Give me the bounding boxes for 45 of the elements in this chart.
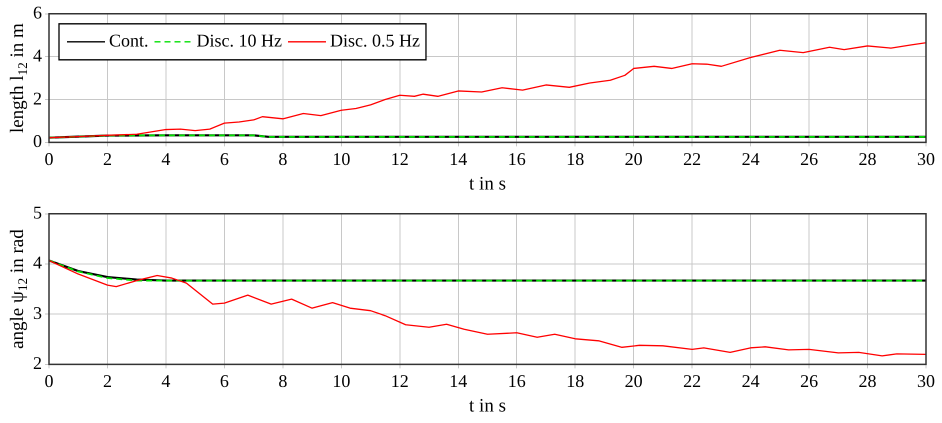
x-tick-label: 4	[161, 370, 170, 391]
x-tick-label: 30	[917, 370, 935, 391]
x-tick-label: 2	[102, 370, 112, 391]
x-tick-label: 14	[449, 370, 468, 391]
x-axis-title: t in s	[469, 395, 506, 416]
x-axis-title: t in s	[469, 173, 506, 194]
x-tick-label: 20	[624, 148, 643, 169]
x-tick-label: 6	[220, 148, 229, 169]
y-tick-label: 4	[33, 45, 42, 66]
x-tick-label: 8	[278, 370, 288, 391]
x-tick-label: 18	[566, 148, 584, 169]
x-tick-label: 16	[508, 148, 526, 169]
x-tick-label: 20	[624, 370, 643, 391]
x-tick-label: 18	[566, 370, 584, 391]
y-axis-title: length l12 in m	[6, 22, 30, 134]
y-tick-label: 2	[33, 88, 42, 108]
y-tick-label: 5	[33, 202, 42, 223]
x-tick-label: 28	[858, 148, 877, 169]
x-tick-label: 22	[683, 148, 702, 169]
y-tick-label: 3	[33, 302, 42, 323]
x-tick-label: 4	[161, 148, 170, 169]
x-tick-label: 12	[390, 148, 409, 169]
x-tick-label: 10	[332, 370, 350, 391]
x-tick-label: 14	[449, 148, 468, 169]
x-tick-label: 26	[800, 148, 818, 169]
legend-label: Cont.	[109, 30, 149, 51]
y-tick-label: 0	[33, 131, 42, 152]
legend-label: Disc. 10 Hz	[196, 30, 282, 51]
y-axis-title: angle ψ12 in rad	[6, 228, 30, 349]
x-tick-label: 8	[278, 148, 288, 169]
x-tick-label: 16	[508, 370, 526, 391]
x-tick-label: 10	[332, 148, 350, 169]
y-tick-label: 2	[33, 353, 42, 374]
x-tick-label: 6	[220, 370, 229, 391]
y-tick-label: 6	[33, 2, 42, 23]
legend-label: Disc. 0.5 Hz	[330, 30, 420, 51]
x-tick-label: 26	[800, 370, 818, 391]
x-tick-label: 24	[742, 370, 760, 391]
x-tick-label: 12	[390, 370, 409, 391]
x-tick-label: 28	[858, 370, 877, 391]
x-tick-label: 2	[102, 148, 112, 169]
x-tick-label: 30	[917, 148, 935, 169]
x-tick-label: 24	[742, 148, 760, 169]
y-tick-label: 4	[33, 252, 42, 273]
x-tick-label: 22	[683, 370, 702, 391]
